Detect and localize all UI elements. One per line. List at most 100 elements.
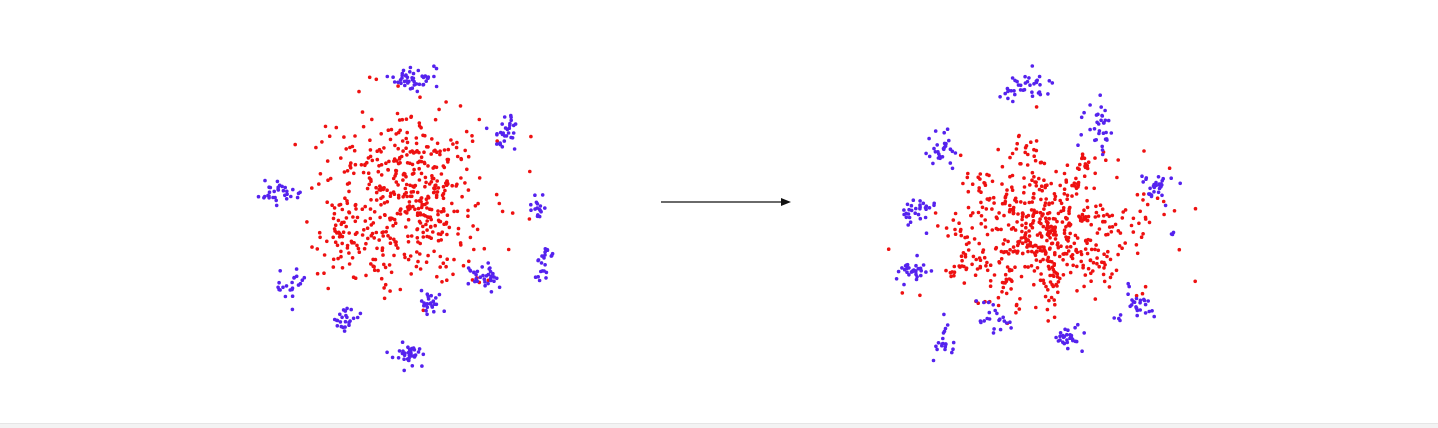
id-point [353, 219, 358, 224]
id-point [1048, 273, 1052, 278]
id-point [1064, 225, 1068, 229]
id-point [1041, 224, 1046, 229]
id-point [347, 231, 352, 235]
id-point [402, 171, 406, 176]
ood-point [1088, 103, 1092, 107]
id-point [1085, 218, 1090, 223]
id-point [495, 139, 500, 143]
id-point [342, 170, 347, 174]
id-point [315, 247, 320, 251]
id-point [430, 176, 435, 180]
ood-point [1126, 281, 1130, 286]
id-point [412, 167, 416, 172]
id-point [1110, 213, 1115, 218]
ood-point [1004, 321, 1009, 325]
ood-point [486, 261, 491, 265]
ood-point [411, 71, 416, 76]
id-point [1010, 185, 1014, 189]
id-point [1123, 208, 1128, 212]
ood-point [1022, 87, 1027, 92]
id-point [382, 262, 386, 267]
id-point [374, 190, 379, 195]
id-point [999, 257, 1004, 261]
ood-point [998, 95, 1002, 99]
ood-point [1023, 81, 1028, 85]
ood-point [936, 341, 941, 345]
id-point [957, 264, 961, 268]
id-point [1029, 264, 1034, 268]
id-point [1058, 276, 1062, 281]
id-point [1089, 279, 1093, 284]
id-point [455, 209, 460, 214]
id-point [1080, 152, 1085, 156]
ood-point [425, 312, 429, 317]
ood-point [1094, 138, 1098, 142]
id-point [1056, 280, 1061, 284]
id-point [1101, 214, 1106, 218]
id-point [417, 121, 422, 125]
ood-point [412, 79, 416, 84]
id-point [979, 221, 983, 226]
id-point [1072, 184, 1077, 188]
ood-point [426, 297, 431, 301]
id-point [1027, 229, 1031, 233]
id-point [973, 273, 978, 278]
ood-point [482, 277, 487, 282]
ood-point [924, 270, 928, 274]
id-point [445, 157, 450, 162]
id-point [1013, 265, 1017, 270]
id-point [1053, 217, 1057, 221]
id-point [351, 215, 355, 219]
id-point [414, 199, 418, 203]
id-point [1032, 282, 1036, 287]
id-point [1070, 253, 1075, 257]
ood-point [987, 317, 992, 321]
id-point [983, 183, 988, 187]
ood-point [1178, 181, 1182, 186]
id-point [369, 223, 374, 227]
id-point [336, 218, 341, 223]
ood-point [919, 268, 923, 273]
ood-point [1018, 88, 1023, 92]
id-point [993, 247, 998, 251]
ood-point [340, 315, 344, 320]
id-point [379, 132, 384, 136]
id-point [461, 263, 466, 268]
id-point [999, 227, 1003, 232]
ood-point [987, 310, 992, 315]
id-point [374, 198, 379, 202]
ood-point [1152, 314, 1156, 319]
ood-point [935, 347, 939, 352]
ood-point [1171, 230, 1176, 235]
id-point [1086, 160, 1091, 164]
id-point [983, 225, 988, 229]
id-point [415, 149, 419, 153]
ood-point [283, 185, 288, 190]
id-point [1098, 203, 1103, 207]
id-point [389, 191, 393, 196]
id-point [368, 138, 372, 142]
ood-point [1141, 180, 1145, 184]
id-point [1131, 216, 1136, 221]
id-point [997, 211, 1001, 215]
id-point [470, 134, 474, 138]
ood-point [274, 203, 279, 208]
id-point [445, 213, 450, 217]
ood-point [488, 269, 493, 274]
id-point [1024, 144, 1029, 148]
ood-point [403, 74, 408, 78]
id-point [1038, 231, 1042, 235]
ood-point [500, 132, 505, 137]
ood-point [432, 64, 436, 68]
id-point [325, 239, 329, 244]
id-point [403, 255, 407, 260]
id-point [388, 216, 392, 221]
ood-point [345, 306, 349, 311]
id-point [980, 205, 985, 210]
id-point [978, 265, 983, 270]
id-point [408, 254, 413, 258]
id-point [1040, 188, 1044, 193]
id-point [1038, 160, 1043, 165]
id-point [455, 154, 460, 159]
